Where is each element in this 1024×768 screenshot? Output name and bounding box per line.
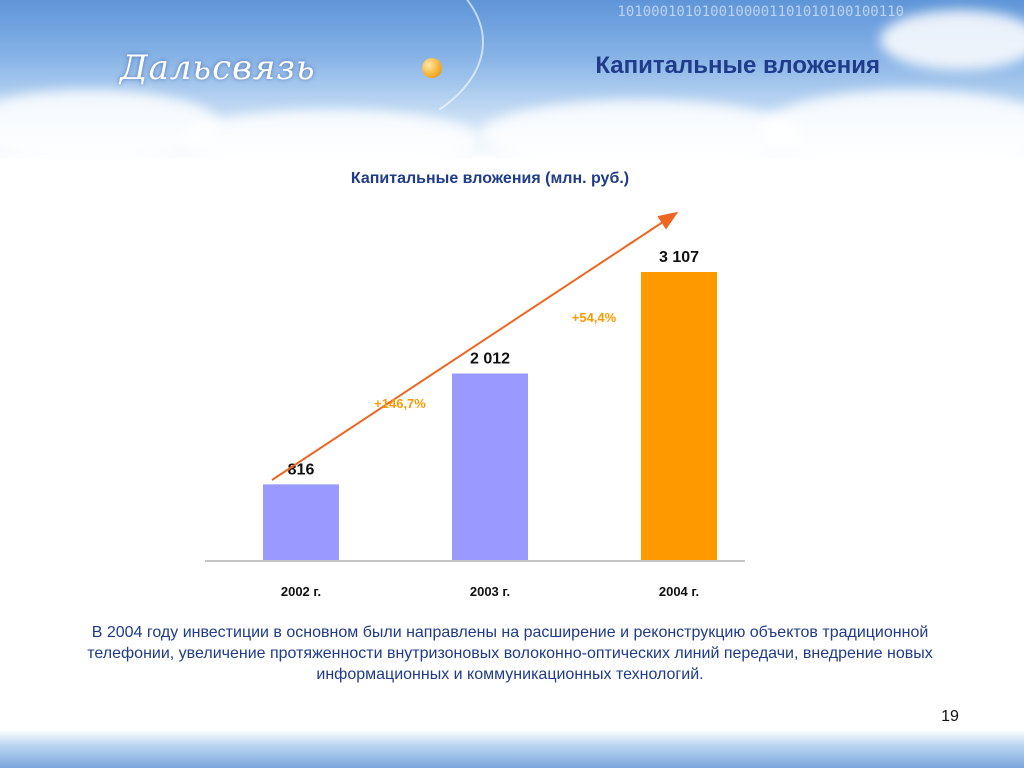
growth-label-1: +146,7%: [374, 396, 426, 411]
page-number: 19: [941, 708, 959, 725]
trend-arrow: [271, 211, 679, 481]
cloud: [480, 100, 800, 160]
bar-value-label-3: 3 107: [659, 249, 699, 266]
category-label-3: 2004 г.: [659, 584, 699, 599]
bar-1: [263, 484, 339, 560]
cloud: [760, 90, 1024, 160]
bar-3: [641, 272, 717, 560]
chart-title: Капитальные вложения (млн. руб.): [350, 170, 630, 187]
cloud: [880, 10, 1024, 70]
company-logo: Дальсвязь: [120, 48, 316, 88]
bar-2: [452, 373, 528, 560]
slide-title: Капитальные вложения: [595, 52, 880, 79]
slide-caption: В 2004 году инвестиции в основном были н…: [87, 624, 933, 683]
sky-background-bottom: [0, 730, 1024, 768]
category-label-1: 2002 г.: [281, 584, 321, 599]
bar-value-label-1: 816: [288, 461, 315, 478]
growth-label-2: +54,4%: [572, 310, 617, 325]
binary-strip: 1010001010100100001101010100100110: [617, 4, 904, 20]
bar-value-label-2: 2 012: [470, 350, 510, 367]
logo-sun-icon: [422, 58, 442, 78]
category-label-2: 2003 г.: [470, 584, 510, 599]
